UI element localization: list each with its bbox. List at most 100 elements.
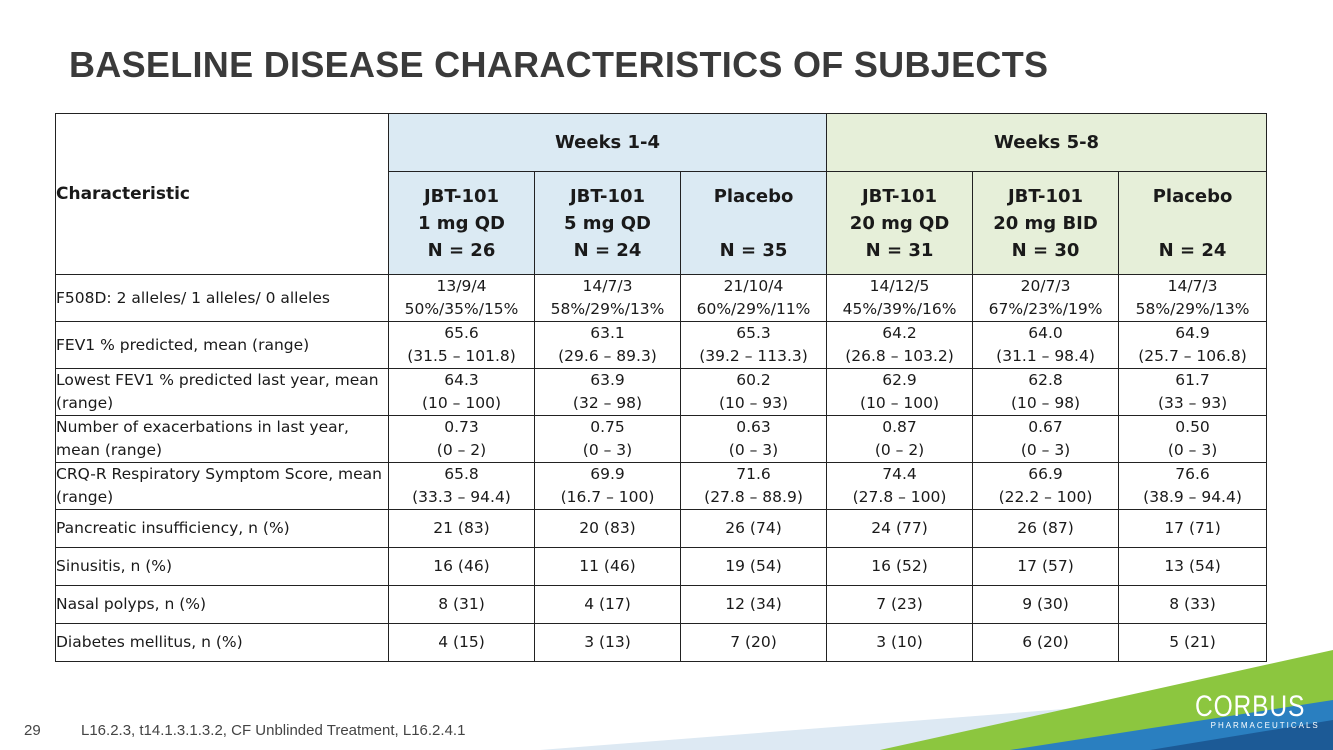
slide-title: BASELINE DISEASE CHARACTERISTICS OF SUBJ…: [69, 44, 1049, 85]
logo-tagline: PHARMACEUTICALS: [1210, 721, 1320, 730]
cell-value: 61.7: [1175, 371, 1210, 389]
table-cell: 21 (83): [388, 509, 535, 548]
cell-subvalue: (0 – 3): [1020, 441, 1071, 459]
cell-value: 6 (20): [1022, 633, 1069, 651]
table-cell: 8 (31): [388, 585, 535, 624]
cell-value: 63.9: [590, 371, 625, 389]
arm-dose: [681, 210, 826, 237]
cell-subvalue: (22.2 – 100): [998, 488, 1093, 506]
cell-subvalue: (10 – 100): [421, 394, 501, 412]
table-cell: 0.50 (0 – 3): [1118, 415, 1268, 463]
table-cell: 12 (34): [679, 585, 828, 624]
cell-value: 26 (87): [1017, 519, 1074, 537]
table-cell: 71.6 (27.8 – 88.9): [679, 462, 828, 510]
arm-dose: 20 mg QD: [849, 212, 950, 234]
cell-value: 63.1: [590, 324, 625, 342]
cell-value: 13 (54): [1164, 557, 1221, 575]
table-cell: 64.9 (25.7 – 106.8): [1118, 321, 1268, 369]
cell-value: 14/12/5: [869, 277, 930, 295]
table-cell: 76.6 (38.9 – 94.4): [1118, 462, 1268, 510]
cell-value: 64.3: [444, 371, 479, 389]
cell-subvalue: (32 – 98): [572, 394, 643, 412]
cell-subvalue: (27.8 – 100): [852, 488, 947, 506]
cell-value: 8 (31): [438, 595, 485, 613]
arm-dose: 5 mg QD: [564, 212, 651, 234]
cell-value: 16 (46): [433, 557, 490, 575]
arm-n: N = 26: [427, 239, 496, 261]
table-row: CRQ-R Respiratory Symptom Score, mean (r…: [55, 462, 1268, 510]
cell-value: 0.63: [736, 418, 771, 436]
group-header-weeks-5-8: Weeks 5-8: [826, 113, 1268, 172]
table-cell: 0.63 (0 – 3): [679, 415, 828, 463]
cell-value: 0.73: [444, 418, 479, 436]
table-cell: 64.2 (26.8 – 103.2): [826, 321, 974, 369]
cell-subvalue: (25.7 – 106.8): [1138, 347, 1247, 365]
table-cell: 65.8 (33.3 – 94.4): [388, 462, 535, 510]
row-label: Pancreatic insufficiency, n (%): [55, 509, 389, 548]
table-row: F508D: 2 alleles/ 1 alleles/ 0 alleles 13…: [55, 274, 1268, 322]
arm-header: Placebo N = 24: [1118, 171, 1268, 275]
cell-subvalue: 50%/35%/15%: [404, 300, 519, 318]
arm-name: Placebo: [1152, 185, 1233, 207]
table-cell: 0.75 (0 – 3): [534, 415, 681, 463]
cell-value: 62.8: [1028, 371, 1063, 389]
table-cell: 16 (46): [388, 547, 535, 586]
table-cell: 63.9 (32 – 98): [534, 368, 681, 416]
cell-value: 24 (77): [871, 519, 928, 537]
table-cell: 4 (15): [388, 623, 535, 662]
cell-value: 76.6: [1175, 465, 1210, 483]
cell-subvalue: (0 – 3): [1167, 441, 1218, 459]
cell-value: 3 (13): [584, 633, 631, 651]
cell-value: 64.0: [1028, 324, 1063, 342]
arm-header: JBT-101 20 mg QD N = 31: [826, 171, 974, 275]
cell-value: 20 (83): [579, 519, 636, 537]
table-cell: 63.1 (29.6 – 89.3): [534, 321, 681, 369]
group-header-weeks-1-4: Weeks 1-4: [387, 113, 828, 172]
table-cell: 74.4 (27.8 – 100): [826, 462, 974, 510]
cell-value: 3 (10): [876, 633, 923, 651]
cell-value: 11 (46): [579, 557, 636, 575]
table-cell: 16 (52): [826, 547, 974, 586]
table-cell: 64.3 (10 – 100): [388, 368, 535, 416]
cell-subvalue: 67%/23%/19%: [988, 300, 1103, 318]
table-cell: 24 (77): [826, 509, 974, 548]
table-cell: 14/12/5 45%/39%/16%: [826, 274, 974, 322]
arm-header: Placebo N = 35: [679, 171, 828, 275]
cell-subvalue: (10 – 98): [1010, 394, 1081, 412]
table-cell: 14/7/3 58%/29%/13%: [1118, 274, 1268, 322]
cell-subvalue: (33.3 – 94.4): [412, 488, 511, 506]
cell-value: 5 (21): [1169, 633, 1216, 651]
table-cell: 62.8 (10 – 98): [972, 368, 1120, 416]
table-cell: 11 (46): [534, 547, 681, 586]
table-cell: 65.6 (31.5 – 101.8): [388, 321, 535, 369]
arm-name: JBT-101: [423, 185, 500, 207]
characteristic-header: Characteristic: [55, 113, 389, 275]
table-row: Sinusitis, n (%) 16 (46) 11 (46) 19 (54) 16 …: [55, 547, 1268, 586]
table-cell: 7 (20): [679, 623, 828, 662]
table-cell: 14/7/3 58%/29%/13%: [534, 274, 681, 322]
cell-value: 0.75: [590, 418, 625, 436]
cell-subvalue: (0 – 2): [436, 441, 487, 459]
arm-n: N = 30: [1011, 239, 1080, 261]
table-row: FEV1 % predicted, mean (range) 65.6 (31.5 …: [55, 321, 1268, 369]
cell-value: 60.2: [736, 371, 771, 389]
cell-value: 64.9: [1175, 324, 1210, 342]
row-label: Lowest FEV1 % predicted last year, mean …: [55, 368, 389, 416]
cell-value: 19 (54): [725, 557, 782, 575]
cell-subvalue: 45%/39%/16%: [842, 300, 957, 318]
cell-value: 65.6: [444, 324, 479, 342]
table-row: Number of exacerbations in last year, me…: [55, 415, 1268, 463]
cell-subvalue: (38.9 – 94.4): [1143, 488, 1242, 506]
cell-value: 65.8: [444, 465, 479, 483]
row-label: CRQ-R Respiratory Symptom Score, mean (r…: [55, 462, 389, 510]
row-label: F508D: 2 alleles/ 1 alleles/ 0 alleles: [55, 274, 389, 322]
table-cell: 17 (71): [1118, 509, 1268, 548]
arm-name: JBT-101: [569, 185, 646, 207]
page-number: 29: [24, 722, 41, 739]
cell-subvalue: (39.2 – 113.3): [699, 347, 808, 365]
cell-value: 21 (83): [433, 519, 490, 537]
table-cell: 5 (21): [1118, 623, 1268, 662]
arm-n: N = 24: [573, 239, 642, 261]
table-cell: 20 (83): [534, 509, 681, 548]
cell-value: 66.9: [1028, 465, 1063, 483]
